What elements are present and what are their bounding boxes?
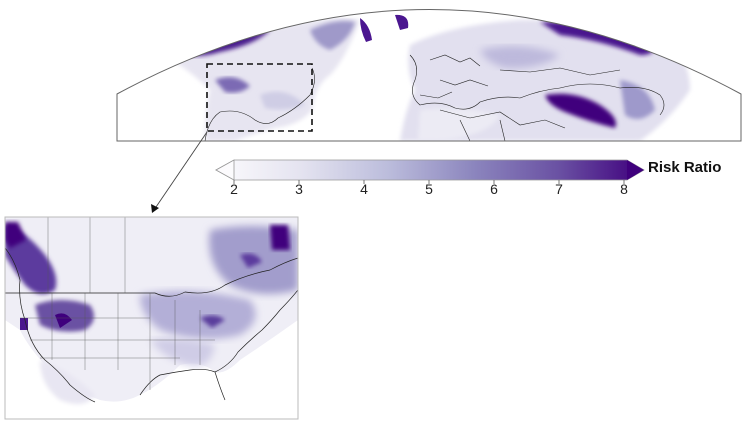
inset-map xyxy=(4,216,299,420)
inset-frame xyxy=(4,216,299,420)
main-map-data xyxy=(117,9,741,141)
state-lines xyxy=(20,217,215,390)
colorbar-tick-5: 5 xyxy=(425,181,433,197)
colorbar xyxy=(215,159,645,184)
main-map-frame xyxy=(116,9,742,142)
inset-borders xyxy=(5,247,298,403)
colorbar-label: Risk Ratio xyxy=(648,159,722,176)
colorbar-tick-6: 6 xyxy=(490,181,498,197)
colorbar-tick-8: 8 xyxy=(620,181,628,197)
country-borders xyxy=(204,54,665,141)
north-america-highlight-box xyxy=(206,63,313,132)
inset-connector-line xyxy=(155,131,208,208)
colorbar-tick-4: 4 xyxy=(360,181,368,197)
colorbar-tick-7: 7 xyxy=(555,181,563,197)
colorbar-tick-3: 3 xyxy=(295,181,303,197)
colorbar-tick-2: 2 xyxy=(230,181,238,197)
inset-connector-arrowhead xyxy=(151,204,159,213)
